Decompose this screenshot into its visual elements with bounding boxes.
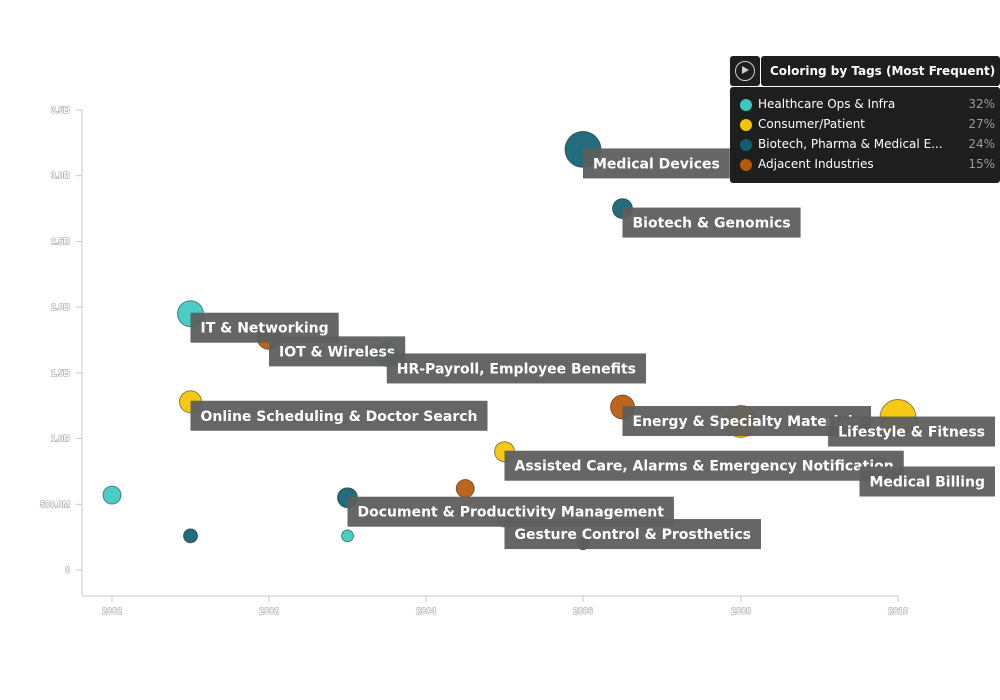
x-tick-label: 2008 [731, 606, 751, 616]
x-tick-label: 2010 [888, 606, 908, 616]
x-tick-label: 2006 [573, 606, 593, 616]
callout-label: Document & Productivity Management [358, 505, 665, 521]
legend-item-percent: 24% [968, 137, 995, 151]
callout-box [269, 336, 406, 367]
y-tick-label: 2.0B [51, 302, 71, 312]
legend-item-percent: 32% [968, 97, 995, 111]
bubble[interactable] [102, 485, 122, 505]
chart-callouts: Medical Devices Biotech & Genomics IT & Ne… [190, 148, 995, 550]
y-tick-label: 3.0B [51, 171, 71, 181]
legend-item-label: Healthcare Ops & Infra [758, 97, 896, 111]
callout-box [622, 207, 801, 238]
legend-item-label: Biotech, Pharma & Medical E... [758, 137, 943, 151]
callout-box [504, 450, 904, 481]
chart-axes: 0 500.0M 1.0B 1.5B 2.0B 2.5B 3.0B 3.5B 2002 2002 2… [40, 105, 909, 617]
legend-item-percent: 15% [968, 157, 995, 171]
legend-item[interactable]: Biotech, Pharma & Medical E... 24% [740, 135, 995, 155]
legend-header: Coloring by Tags (Most Frequent) [761, 56, 1000, 86]
legend: Healthcare Ops & Infra 32% Consumer/Pati… [730, 87, 1000, 183]
bubble[interactable] [455, 479, 475, 499]
legend-swatch [740, 99, 752, 111]
legend-swatch [740, 139, 752, 151]
y-tick-label: 3.5B [51, 105, 71, 115]
callout-box [386, 353, 647, 384]
callout-box [504, 519, 761, 550]
legend-swatch [740, 159, 752, 171]
callout-label: Biotech & Genomics [633, 216, 791, 232]
legend-item[interactable]: Consumer/Patient 27% [740, 115, 995, 135]
callout-box [859, 466, 995, 497]
callout-box [828, 416, 995, 447]
play-triangle-icon [742, 66, 749, 74]
x-tick-label: 2002 [102, 606, 122, 616]
legend-item-label: Adjacent Industries [758, 157, 874, 171]
callout-box [190, 400, 488, 431]
legend-swatch [740, 119, 752, 131]
callout-label: IT & Networking [201, 321, 329, 337]
y-tick-label: 2.5B [51, 236, 71, 246]
callout-label: IOT & Wireless [279, 344, 395, 360]
y-tick-label: 0 [65, 565, 70, 575]
callout-label: Online Scheduling & Doctor Search [201, 409, 478, 425]
bubble[interactable] [341, 529, 354, 543]
callout-label: Assisted Care, Alarms & Emergency Notifi… [515, 459, 894, 475]
callout-label: HR-Payroll, Employee Benefits [397, 361, 636, 377]
bubble[interactable] [183, 528, 198, 544]
y-tick-label: 500.0M [40, 499, 70, 509]
play-icon [735, 61, 755, 81]
y-tick-label: 1.5B [51, 368, 71, 378]
play-button[interactable] [730, 56, 760, 86]
legend-item[interactable]: Healthcare Ops & Infra 32% [740, 95, 995, 115]
callout-label: Gesture Control & Prosthetics [515, 527, 751, 543]
callout-label: Medical Billing [869, 474, 985, 490]
y-tick-label: 1.0B [51, 434, 71, 444]
callout-label: Medical Devices [593, 156, 720, 172]
callout-label: Energy & Specialty Materials [633, 414, 862, 430]
legend-item-label: Consumer/Patient [758, 117, 866, 131]
callout-box [583, 148, 730, 179]
x-tick-label: 2004 [416, 606, 436, 616]
legend-item[interactable]: Adjacent Industries 15% [740, 155, 995, 175]
x-tick-label: 2002 [259, 606, 279, 616]
legend-item-percent: 27% [968, 117, 995, 131]
callout-label: Lifestyle & Fitness [838, 425, 985, 441]
